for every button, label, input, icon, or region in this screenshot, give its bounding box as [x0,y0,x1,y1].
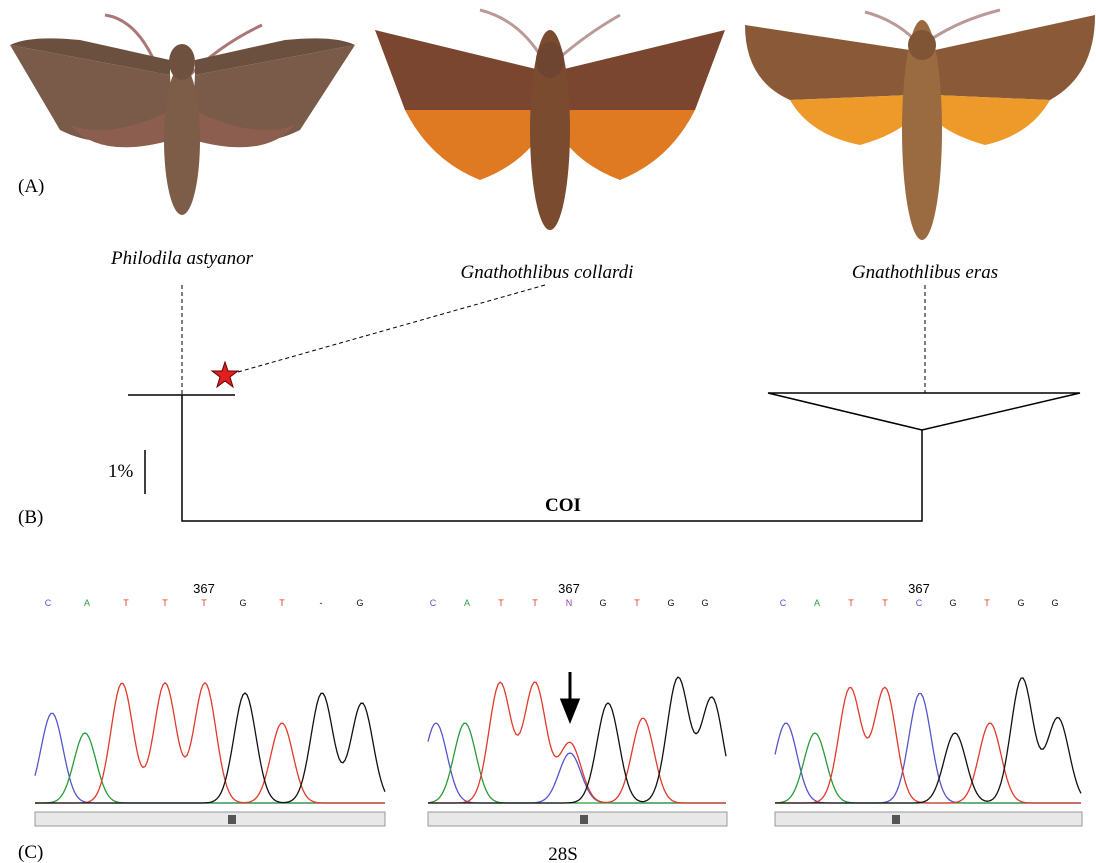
trace-line [428,723,726,803]
panel-label: (C) [18,842,43,863]
trace-marker [580,815,588,824]
trace-line [775,687,1081,803]
chromatograms: 367 C A T T T G T - G 367 C A T T N G T G G 367 C A T T C G T G G [35,581,1082,826]
scale-label: 1% [108,461,134,482]
moth-image [745,10,1095,240]
star [212,362,238,387]
base-call: A [464,598,470,608]
trace-marker [228,815,236,824]
position-label: 367 [908,581,930,596]
base-call: T [848,598,854,608]
species-name: Philodila astyanor [110,248,254,269]
base-call: C [916,598,923,608]
species-name: Gnathothlibus collardi [461,262,634,283]
trace-line [35,713,385,803]
figure: (A) Philodila astyanor Gnathothlibus col… [0,0,1096,863]
base-call: T [162,598,168,608]
trace-line [35,683,385,803]
tree [128,285,1080,521]
trace-line [775,694,1081,804]
trace-track [35,812,385,826]
trace-line [35,733,385,803]
gene-label: 28S [548,844,578,863]
position-label: 367 [558,581,580,596]
base-call: G [949,598,956,608]
base-call: C [780,598,787,608]
base-call: T [201,598,207,608]
species-name: Gnathothlibus eras [852,262,998,283]
trace-marker [892,815,900,824]
base-call: T [123,598,129,608]
base-call: A [84,598,90,608]
moth-image [375,10,725,230]
trace-line [775,678,1081,803]
gene-label: COI [545,495,581,516]
base-call: G [1017,598,1024,608]
base-call: G [599,598,606,608]
base-call: C [430,598,437,608]
trace-line [775,733,1081,803]
base-call: T [279,598,285,608]
base-call: T [498,598,504,608]
arrow [562,672,578,720]
trace-track [428,812,727,826]
base-call: A [814,598,820,608]
base-call: C [45,598,52,608]
base-call: G [356,598,363,608]
base-call: T [634,598,640,608]
base-call: G [701,598,708,608]
trace-line [35,693,385,803]
base-call: N [566,598,573,608]
moth-image [10,15,355,215]
base-call: G [667,598,674,608]
base-call: T [882,598,888,608]
position-label: 367 [193,581,215,596]
base-call: - [320,598,323,608]
base-call: T [984,598,990,608]
panel-label: (B) [18,507,43,528]
trace-track [775,812,1082,826]
base-call: T [532,598,538,608]
panel-label: (A) [18,176,44,197]
base-call: G [239,598,246,608]
base-call: G [1051,598,1058,608]
